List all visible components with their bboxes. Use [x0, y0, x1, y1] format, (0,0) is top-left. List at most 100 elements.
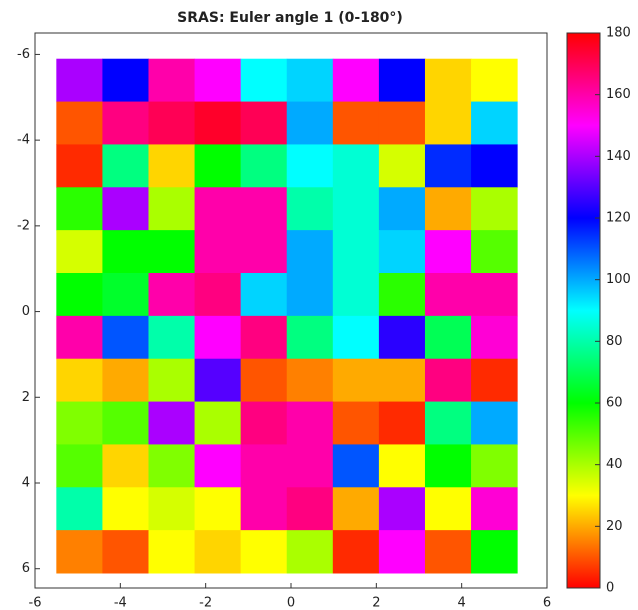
map-cell — [56, 273, 103, 317]
map-cell — [102, 358, 149, 403]
map-cell — [194, 187, 242, 231]
map-cell — [240, 187, 288, 231]
map-cell — [102, 144, 149, 188]
map-cell — [194, 358, 242, 403]
map-cell — [102, 487, 149, 531]
map-cell — [194, 530, 242, 574]
map-cell — [102, 101, 149, 145]
map-cell — [194, 401, 242, 445]
map-cell — [56, 144, 103, 188]
map-cell — [471, 101, 518, 145]
map-cell — [471, 401, 518, 445]
map-cell — [56, 101, 103, 145]
map-cell — [378, 273, 426, 317]
map-cell — [194, 487, 242, 531]
map-cell — [148, 487, 196, 531]
colorbar-tick-label: 0 — [606, 581, 614, 596]
x-tick-label: -6 — [29, 596, 42, 610]
map-cell — [102, 401, 149, 445]
map-cell — [332, 273, 380, 317]
map-cell — [240, 487, 288, 531]
chart-title: SRAS: Euler angle 1 (0-180°) — [177, 10, 403, 26]
map-cell — [148, 187, 196, 231]
x-tick-label: -2 — [199, 596, 212, 610]
map-cell — [240, 144, 288, 188]
x-tick-label: -4 — [114, 596, 127, 610]
map-cell — [424, 187, 472, 231]
map-cell — [286, 230, 334, 274]
map-cell — [286, 58, 334, 103]
map-cell — [332, 401, 380, 445]
y-tick-label: 6 — [22, 561, 30, 576]
map-cell — [471, 358, 518, 403]
map-cell — [332, 530, 380, 574]
map-cell — [424, 230, 472, 274]
map-cell — [194, 444, 242, 488]
colorbar-tick-label: 160 — [606, 87, 631, 102]
colorbar-tick-label: 140 — [606, 149, 631, 164]
colorbar-tick-label: 20 — [606, 519, 623, 534]
y-tick-label: 4 — [22, 476, 30, 491]
map-cell — [56, 487, 103, 531]
map-cell — [102, 530, 149, 574]
map-cell — [102, 230, 149, 274]
y-tick-label: -2 — [17, 218, 30, 233]
map-cell — [332, 144, 380, 188]
map-cell — [286, 187, 334, 231]
map-cell — [148, 358, 196, 403]
map-cell — [286, 358, 334, 403]
colorbar-tick-label: 40 — [606, 457, 623, 472]
map-cell — [240, 101, 288, 145]
map-cell — [378, 315, 426, 360]
map-cell — [240, 530, 288, 574]
map-cell — [148, 315, 196, 360]
map-cell — [56, 230, 103, 274]
map-cell — [148, 230, 196, 274]
map-cell — [378, 101, 426, 145]
map-cell — [102, 315, 149, 360]
map-cell — [332, 444, 380, 488]
map-cell — [378, 487, 426, 531]
map-cell — [332, 358, 380, 403]
map-cell — [424, 530, 472, 574]
map-cell — [102, 273, 149, 317]
map-cell — [240, 273, 288, 317]
map-cell — [378, 444, 426, 488]
colorbar — [566, 32, 601, 589]
colorbar-tick-label: 180 — [606, 26, 631, 41]
map-cell — [148, 144, 196, 188]
map-cell — [332, 230, 380, 274]
map-cell — [424, 144, 472, 188]
map-cell — [424, 315, 472, 360]
map-cell — [56, 358, 103, 403]
x-tick-label: 2 — [372, 596, 380, 610]
map-cell — [286, 315, 334, 360]
y-tick-label: 0 — [22, 304, 30, 319]
map-cell — [471, 530, 518, 574]
map-cell — [424, 273, 472, 317]
map-cell — [240, 444, 288, 488]
x-tick-label: 0 — [287, 596, 295, 610]
map-cell — [332, 315, 380, 360]
map-cell — [148, 444, 196, 488]
map-cell — [471, 273, 518, 317]
map-cell — [378, 401, 426, 445]
map-cell — [286, 444, 334, 488]
map-cell — [56, 315, 103, 360]
map-cell — [424, 101, 472, 145]
map-cell — [378, 187, 426, 231]
map-cell — [424, 58, 472, 103]
map-cell — [240, 230, 288, 274]
y-tick-label: -4 — [17, 133, 30, 148]
x-tick-label: 6 — [543, 596, 551, 610]
colorbar-tick-label: 80 — [606, 334, 623, 349]
y-tick-label: -6 — [17, 47, 30, 62]
map-cell — [378, 230, 426, 274]
map-cell — [471, 444, 518, 488]
y-tick-label: 2 — [22, 390, 30, 405]
colorbar-tick-label: 100 — [606, 272, 631, 287]
map-cell — [194, 315, 242, 360]
map-cell — [332, 58, 380, 103]
map-cell — [471, 144, 518, 188]
